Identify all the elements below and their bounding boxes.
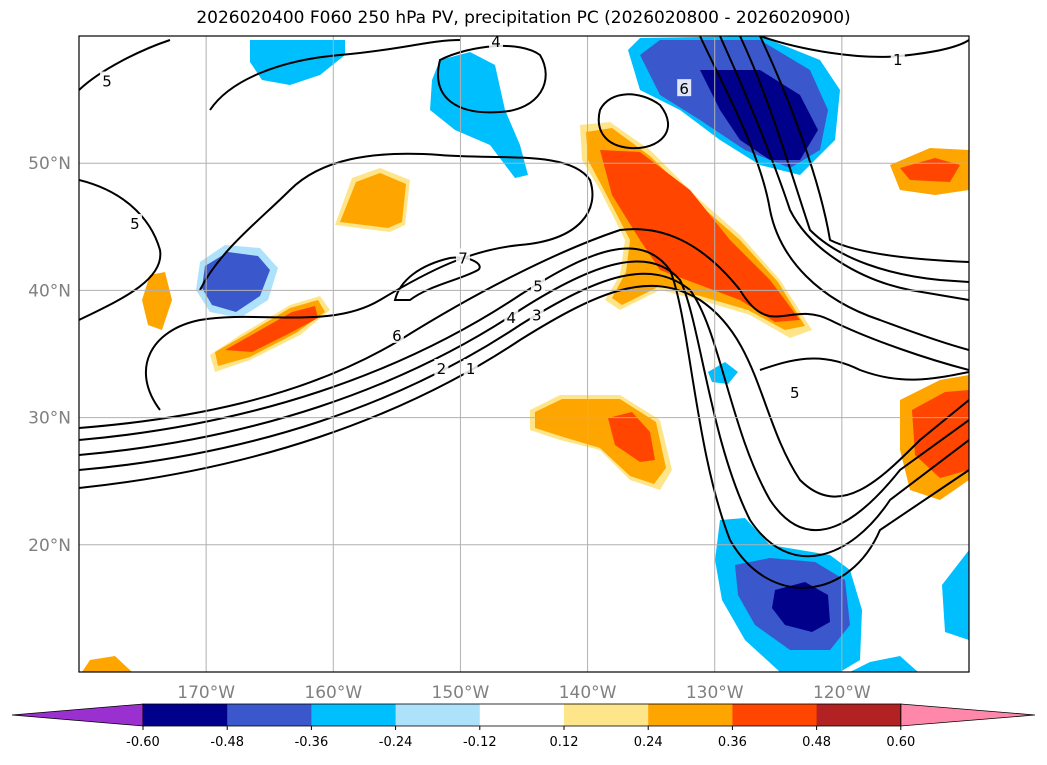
- contour-label: 4: [491, 33, 501, 51]
- contour-label-bg: [434, 358, 449, 376]
- colorbar-segment: [227, 704, 312, 726]
- contour-label-bg: [890, 49, 905, 67]
- negative-area-south-core: [772, 582, 830, 632]
- colorbar-segment: [143, 704, 228, 726]
- contour-label-bg: [529, 305, 544, 323]
- contour-label-bg: [787, 383, 802, 401]
- colorbar-segment: [479, 704, 565, 726]
- colorbar-tick-label: -0.12: [463, 735, 497, 750]
- pv-contour-6: [144, 152, 594, 411]
- colorbar-extend-high: [900, 703, 1036, 727]
- contour-label-bg: [389, 325, 404, 343]
- lat-tick-label: 40°N: [28, 281, 71, 301]
- contour-label-bg: [504, 308, 519, 326]
- chart-title: 2026020400 F060 250 hPa PV, precipitatio…: [196, 8, 851, 28]
- lon-tick-label: 170°W: [177, 683, 235, 703]
- negative-area-se2: [850, 656, 918, 672]
- colorbar-tick-label: -0.60: [126, 735, 160, 750]
- lon-tick-label: 130°W: [686, 683, 744, 703]
- colorbar-tick-label: 0.60: [886, 735, 915, 750]
- pv-contour-2: [79, 272, 969, 531]
- pv-contour-coast-a: [699, 36, 969, 351]
- colorbar-tick-label: 0.24: [634, 735, 663, 750]
- lon-tick-label: 120°W: [813, 683, 871, 703]
- pv-contours: [79, 36, 969, 589]
- positive-area-coast-core: [600, 150, 800, 322]
- negative-area-se: [942, 550, 969, 640]
- positive-area-mid-core: [608, 412, 655, 462]
- longitude-labels: 170°W 160°W 150°W 140°W 130°W 120°W: [177, 683, 871, 703]
- colorbar-segment: [311, 704, 397, 726]
- positive-area-far-west: [142, 272, 172, 330]
- contour-label-bg: [530, 276, 545, 294]
- colorbar-extend-low: [11, 703, 144, 727]
- contour-label: 4: [507, 309, 517, 327]
- colorbar: -0.60 -0.48 -0.36 -0.24 -0.12 0.12 0.24 0.36 0.4…: [11, 703, 1036, 750]
- contour-label: 5: [790, 384, 800, 402]
- colorbar-segment: [395, 704, 481, 726]
- pv-contour-5-main: [79, 228, 969, 429]
- pv-contour-4: [79, 247, 969, 589]
- contour-label: 5: [130, 215, 140, 233]
- lat-tick-label: 30°N: [28, 409, 71, 429]
- contour-label: 6: [392, 327, 402, 345]
- pv-contour-south-5: [759, 357, 969, 381]
- colorbar-tick-label: -0.24: [379, 735, 413, 750]
- pv-contour-coast-c: [739, 36, 969, 283]
- contour-label: 5: [533, 277, 543, 295]
- positive-area-east-core: [900, 158, 960, 182]
- pv-contour-3: [79, 260, 969, 558]
- contour-label: 2: [437, 360, 447, 378]
- graticule: [79, 36, 969, 672]
- colorbar-frame: [142, 703, 902, 727]
- positive-area-sw: [82, 656, 132, 672]
- pv-contour-north: [209, 39, 461, 111]
- contour-label: 5: [102, 73, 112, 91]
- lon-tick-label: 160°W: [304, 683, 362, 703]
- negative-area-topleft: [250, 40, 345, 85]
- pv-contour-5-west: [79, 179, 162, 321]
- latitude-labels: 20°N 30°N 40°N 50°N: [28, 154, 71, 556]
- pv-contour-5-nw: [79, 39, 171, 91]
- contour-label-bg: [463, 358, 478, 376]
- contour-label: 6: [679, 80, 689, 98]
- pv-contour-coast-b: [719, 36, 969, 301]
- contour-label-bg: [677, 79, 692, 97]
- colorbar-tick-label: -0.36: [295, 735, 329, 750]
- lon-tick-label: 150°W: [432, 683, 490, 703]
- colorbar-segment: [732, 704, 818, 726]
- precip-shading: [82, 36, 969, 672]
- pv-contour-1: [79, 284, 969, 498]
- pv-contour-coast-d: [759, 36, 969, 263]
- lat-tick-label: 50°N: [28, 154, 71, 174]
- contour-label-bg: [127, 213, 142, 231]
- pv-contour-bc-6: [597, 93, 670, 150]
- positive-area-wnw-inner: [340, 173, 406, 228]
- negative-area-west-mid: [202, 252, 270, 312]
- lat-tick-label: 20°N: [28, 536, 71, 556]
- plot-frame: [78, 35, 970, 673]
- contour-label: 7: [458, 249, 468, 267]
- colorbar-segment: [816, 704, 902, 726]
- colorbar-tick-label: 0.12: [550, 735, 579, 750]
- colorbar-tick-label: 0.48: [802, 735, 831, 750]
- contour-label-bg: [455, 248, 470, 266]
- colorbar-tick-label: 0.36: [718, 735, 747, 750]
- negative-area-north: [430, 52, 528, 178]
- colorbar-segment: [564, 704, 649, 726]
- contour-label: 1: [893, 51, 903, 69]
- negative-area-bc-core: [700, 70, 818, 160]
- colorbar-tick-label: -0.48: [210, 735, 244, 750]
- contour-label-bg: [99, 71, 114, 89]
- lon-tick-label: 140°W: [559, 683, 617, 703]
- colorbar-segment: [648, 704, 733, 726]
- pv-contour-7: [393, 256, 481, 301]
- contour-label: 1: [466, 360, 476, 378]
- contour-label: 3: [532, 307, 542, 325]
